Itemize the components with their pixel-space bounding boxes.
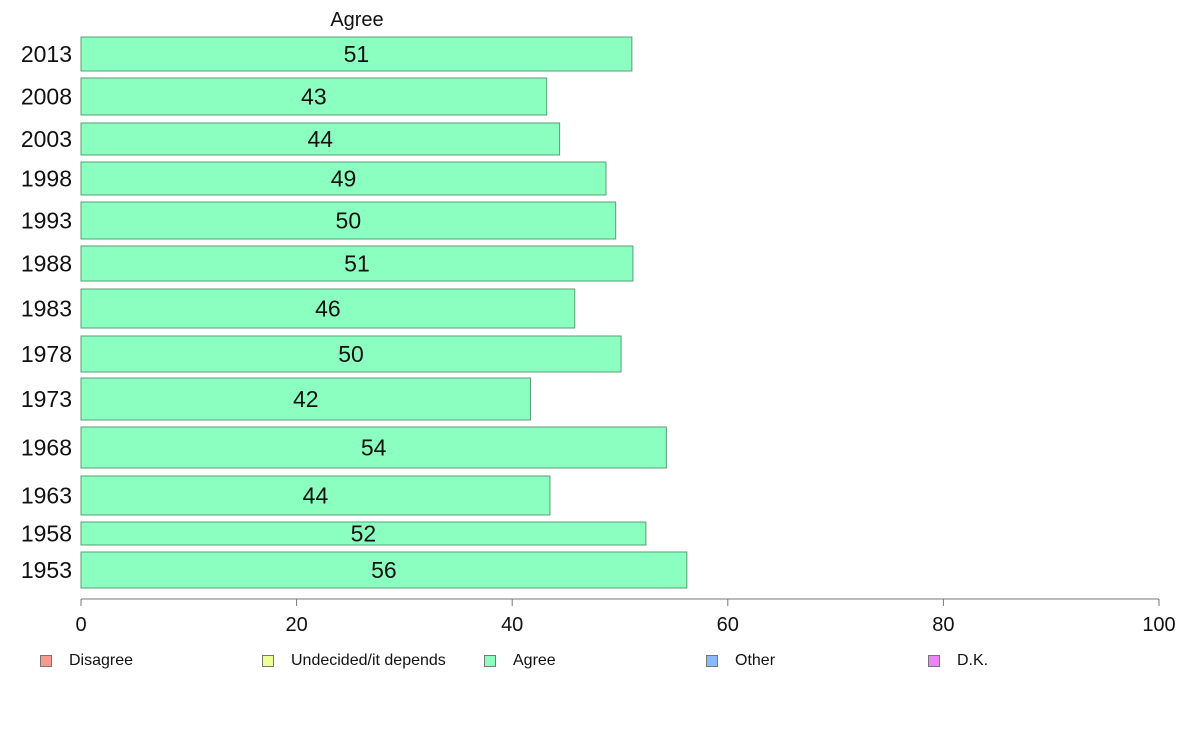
y-tick-label-1973: 1973 <box>21 386 72 412</box>
legend-swatch <box>706 655 718 667</box>
bars-group: 51 2013 43 2008 44 2003 49 1998 50 1993 51 1988 46 19… <box>21 36 688 589</box>
bar-value-label-1968: 54 <box>361 435 387 461</box>
bar-1983 <box>80 288 576 329</box>
bar-value-label-2003: 44 <box>308 126 334 152</box>
bar-1973 <box>80 377 532 421</box>
x-tick-label-40: 40 <box>501 614 523 636</box>
legend-item-undecided-it-depends: Undecided/it depends <box>262 652 446 670</box>
bar-1998 <box>80 161 607 196</box>
x-axis: 0 20 40 60 80 100 <box>75 598 1176 636</box>
bar-value-label-1963: 44 <box>303 483 329 509</box>
bar-value-label-1988: 51 <box>344 251 370 277</box>
x-tick-label-0: 0 <box>75 614 86 636</box>
y-tick-label-1988: 1988 <box>21 251 72 277</box>
legend-item-disagree: Disagree <box>40 652 133 670</box>
y-tick-label-2013: 2013 <box>21 41 72 67</box>
bar-value-label-1998: 49 <box>331 166 357 192</box>
bar-value-label-1973: 42 <box>293 386 319 412</box>
legend-swatch <box>484 655 496 667</box>
legend-label: D.K. <box>957 652 989 669</box>
legend-label: Other <box>735 652 776 669</box>
legend-label: Disagree <box>69 652 134 669</box>
legend-label: Agree <box>513 652 556 669</box>
legend-item-other: Other <box>706 652 775 670</box>
bar-1988 <box>80 245 634 282</box>
legend-item-d-k: D.K. <box>928 652 988 670</box>
x-tick-label-60: 60 <box>717 614 739 636</box>
y-tick-label-2003: 2003 <box>21 126 72 152</box>
bar-2003 <box>80 122 561 156</box>
y-tick-label-1998: 1998 <box>21 166 72 192</box>
y-tick-label-1963: 1963 <box>21 483 72 509</box>
legend-label: Undecided/it depends <box>291 652 446 669</box>
bar-2008 <box>80 77 548 116</box>
bar-value-label-1978: 50 <box>338 341 364 367</box>
legend: Disagree Undecided/it depends Agree Other D.… <box>0 652 1188 674</box>
legend-swatch <box>262 655 274 667</box>
bar-1953 <box>80 551 688 589</box>
y-tick-label-1993: 1993 <box>21 208 72 234</box>
chart-title: Agree <box>330 9 383 31</box>
bar-value-label-2013: 51 <box>344 41 370 67</box>
x-tick-label-100: 100 <box>1142 614 1175 636</box>
bar-1963 <box>80 475 551 516</box>
bar-1993 <box>80 201 617 240</box>
y-tick-label-1983: 1983 <box>21 296 72 322</box>
bar-value-label-1993: 50 <box>336 208 362 234</box>
legend-swatch <box>40 655 52 667</box>
y-tick-label-1958: 1958 <box>21 521 72 547</box>
x-tick-label-80: 80 <box>932 614 954 636</box>
bar-1978 <box>80 335 622 373</box>
y-tick-label-1978: 1978 <box>21 341 72 367</box>
legend-item-agree: Agree <box>484 652 556 670</box>
bar-value-label-2008: 43 <box>301 84 327 110</box>
bar-1968 <box>80 426 667 469</box>
bar-1958 <box>80 521 647 546</box>
y-tick-label-2008: 2008 <box>21 84 72 110</box>
chart-area: Agree 51 2013 43 2008 44 2003 49 1998 50 1993 51 19… <box>21 9 1176 636</box>
legend-swatch <box>928 655 940 667</box>
y-tick-label-1953: 1953 <box>21 557 72 583</box>
bar-value-label-1958: 52 <box>351 521 377 547</box>
y-tick-label-1968: 1968 <box>21 435 72 461</box>
bar-2013 <box>80 36 633 72</box>
x-tick-label-20: 20 <box>285 614 307 636</box>
bar-value-label-1953: 56 <box>371 557 397 583</box>
bar-value-label-1983: 46 <box>315 296 341 322</box>
